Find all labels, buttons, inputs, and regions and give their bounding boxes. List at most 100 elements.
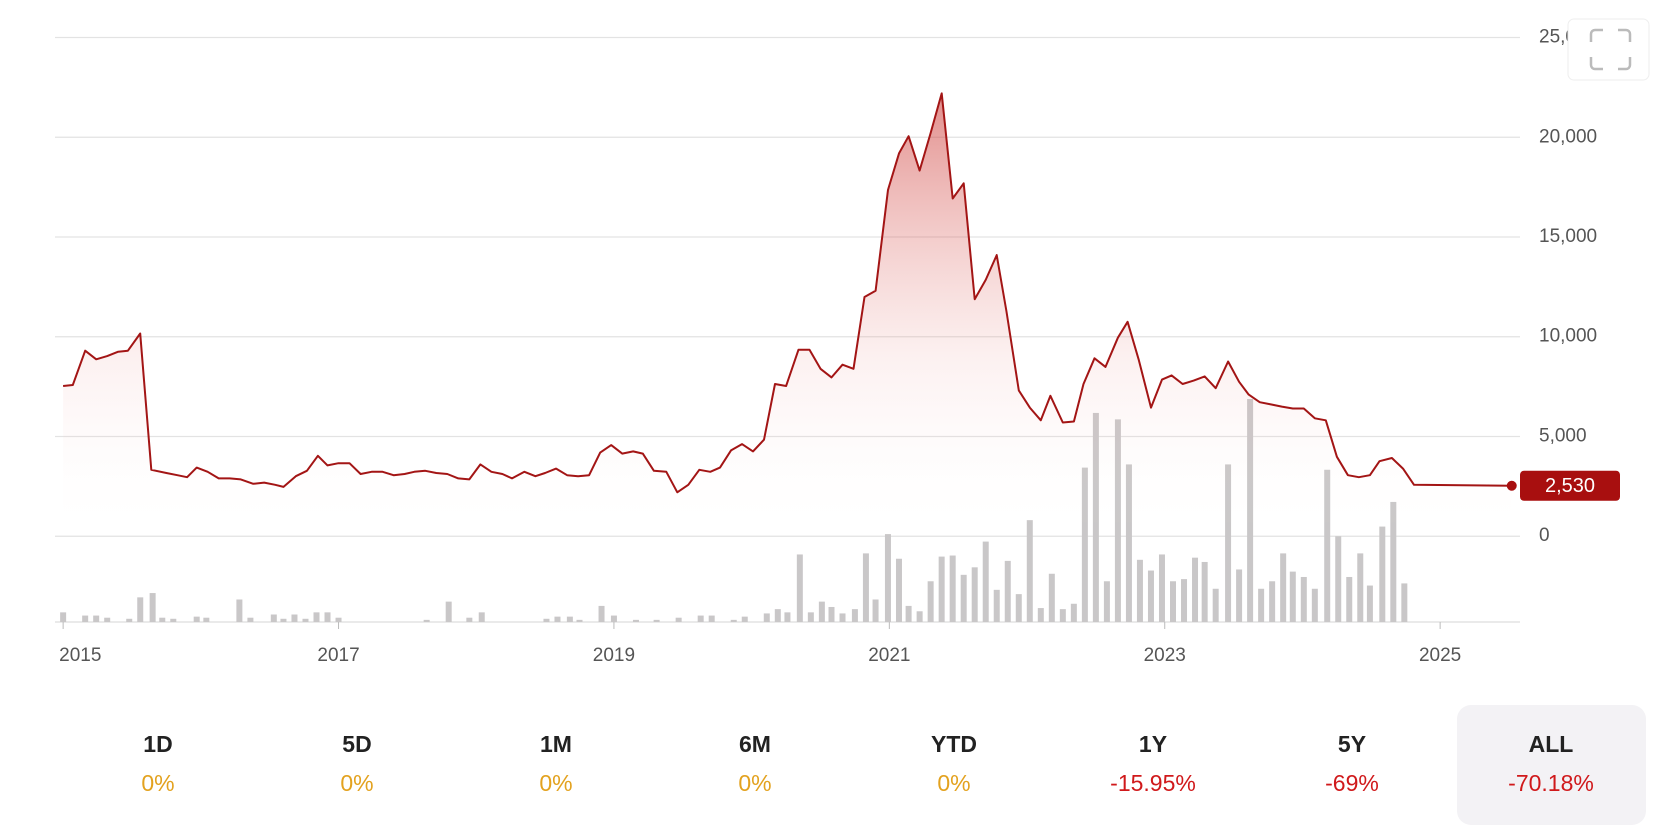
volume-bar xyxy=(653,619,660,622)
volume-bar xyxy=(236,599,243,622)
volume-bar xyxy=(1192,557,1199,622)
period-label[interactable]: YTD xyxy=(931,731,977,757)
volume-bar xyxy=(1346,576,1353,622)
y-tick-label: 0 xyxy=(1539,525,1550,546)
x-tick-label: 2015 xyxy=(59,645,101,666)
period-label[interactable]: 1D xyxy=(143,731,172,757)
period-label[interactable]: 1M xyxy=(540,731,572,757)
period-label[interactable]: 1Y xyxy=(1139,731,1167,757)
period-change[interactable]: 0% xyxy=(937,770,970,796)
volume-bar xyxy=(302,618,309,622)
expand-button[interactable] xyxy=(1567,18,1650,81)
volume-bar xyxy=(916,611,923,622)
volume-bar xyxy=(149,593,156,622)
volume-bar xyxy=(828,606,835,622)
volume-bar xyxy=(960,574,967,622)
volume-bar xyxy=(423,619,430,622)
volume-bar xyxy=(126,618,133,622)
period-change[interactable]: 0% xyxy=(340,770,373,796)
y-tick-label: 5,000 xyxy=(1539,425,1587,446)
volume-bar xyxy=(1212,588,1219,622)
period-label[interactable]: 6M xyxy=(739,731,771,757)
period-tab[interactable]: YTD 0% xyxy=(931,731,977,796)
volume-bar xyxy=(270,614,277,622)
volume-bar xyxy=(1269,581,1276,622)
volume-bar xyxy=(313,612,320,622)
current-dot xyxy=(1506,480,1517,491)
period-label[interactable]: 5D xyxy=(342,731,371,757)
volume-bar xyxy=(1004,560,1011,622)
expand-icon[interactable] xyxy=(1589,28,1632,71)
volume-bar xyxy=(610,615,617,622)
volume-bar xyxy=(1366,585,1373,622)
volume-bar xyxy=(1335,536,1342,622)
volume-bar xyxy=(1300,576,1307,622)
x-tick-label: 2023 xyxy=(1144,645,1186,666)
volume-bar xyxy=(576,619,583,622)
volume-bar xyxy=(1070,603,1077,622)
y-tick-label: 15,000 xyxy=(1539,226,1597,247)
volume-bar xyxy=(895,558,902,622)
period-tab[interactable]: ALL -70.18% xyxy=(1457,705,1646,825)
period-label[interactable]: 5Y xyxy=(1338,731,1366,757)
volume-bar xyxy=(1236,569,1243,622)
volume-bar xyxy=(949,555,956,622)
volume-bar xyxy=(193,616,200,622)
volume-bar xyxy=(905,605,912,622)
volume-bar xyxy=(1158,554,1165,622)
period-tab[interactable]: 1M 0% xyxy=(539,731,572,796)
volume-bar xyxy=(159,617,166,622)
period-tab[interactable]: 6M 0% xyxy=(738,731,771,796)
volume-bar xyxy=(566,616,573,622)
volume-bar xyxy=(1201,561,1208,622)
volume-bar xyxy=(675,617,682,622)
period-change[interactable]: -15.95% xyxy=(1110,770,1196,796)
volume-bar xyxy=(1169,581,1176,622)
period-tab[interactable]: 1D 0% xyxy=(141,731,174,796)
period-change[interactable]: 0% xyxy=(141,770,174,796)
volume-bar xyxy=(1258,588,1265,622)
period-change[interactable]: -70.18% xyxy=(1508,770,1594,796)
volume-bar xyxy=(1136,559,1143,622)
volume-bar xyxy=(807,612,814,622)
volume-bar xyxy=(741,616,748,622)
volume-bar xyxy=(1225,464,1232,622)
volume-bar xyxy=(1181,579,1188,622)
volume-bar xyxy=(93,615,100,622)
period-change[interactable]: -69% xyxy=(1325,770,1379,796)
volume-bar xyxy=(170,618,177,622)
x-tick-label: 2021 xyxy=(868,645,910,666)
period-label[interactable]: ALL xyxy=(1529,731,1574,757)
period-selected-bg[interactable] xyxy=(1457,705,1646,825)
volume-bar xyxy=(1015,594,1022,622)
volume-bar xyxy=(938,556,945,622)
volume-bar xyxy=(1390,501,1397,622)
volume-bar xyxy=(445,601,452,622)
volume-bar xyxy=(993,589,1000,622)
period-tab[interactable]: 5Y -69% xyxy=(1325,731,1379,796)
volume-bar xyxy=(137,597,144,622)
volume-bar xyxy=(1280,553,1287,622)
volume-bar xyxy=(697,615,704,622)
period-change[interactable]: 0% xyxy=(539,770,572,796)
volume-bar xyxy=(632,619,639,622)
volume-bar xyxy=(598,605,605,622)
price-line xyxy=(62,92,1512,494)
volume-bar xyxy=(104,617,111,622)
volume-bar xyxy=(1311,588,1318,622)
volume-bar xyxy=(324,612,331,622)
period-tab[interactable]: 1Y -15.95% xyxy=(1110,731,1196,796)
volume-bar xyxy=(1059,609,1066,622)
volume-bar xyxy=(280,618,287,622)
expand-box[interactable] xyxy=(1567,18,1650,81)
volume-bar xyxy=(82,615,89,622)
volume-bar xyxy=(1289,571,1296,622)
volume-bar xyxy=(1324,469,1331,622)
volume-bar xyxy=(1401,583,1408,622)
volume-bar xyxy=(203,617,210,622)
volume-bar xyxy=(851,609,858,622)
period-change[interactable]: 0% xyxy=(738,770,771,796)
period-tab[interactable]: 5D 0% xyxy=(340,731,373,796)
